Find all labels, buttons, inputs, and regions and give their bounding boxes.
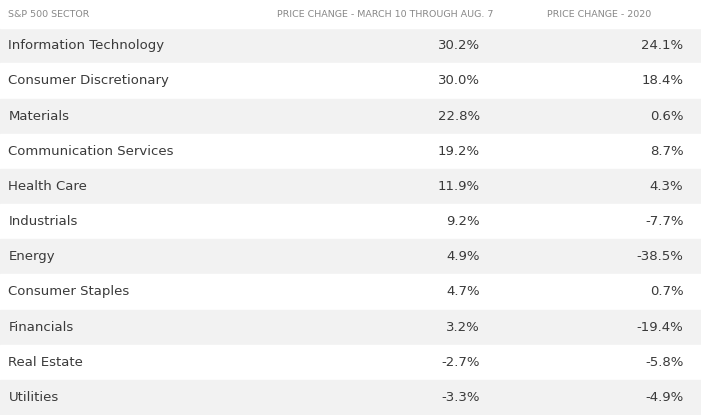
Text: Energy: Energy <box>8 250 55 263</box>
Text: 3.2%: 3.2% <box>447 321 480 334</box>
Bar <box>0 239 701 274</box>
Bar <box>0 28 701 63</box>
Text: -38.5%: -38.5% <box>637 250 683 263</box>
Bar <box>0 380 701 415</box>
Text: -7.7%: -7.7% <box>645 215 683 228</box>
Text: 9.2%: 9.2% <box>447 215 480 228</box>
Text: PRICE CHANGE - 2020: PRICE CHANGE - 2020 <box>547 10 651 19</box>
Bar <box>0 169 701 204</box>
Text: -4.9%: -4.9% <box>645 391 683 404</box>
Text: -3.3%: -3.3% <box>442 391 480 404</box>
Text: 22.8%: 22.8% <box>438 110 480 122</box>
Text: 11.9%: 11.9% <box>438 180 480 193</box>
Bar <box>0 98 701 134</box>
Text: Information Technology: Information Technology <box>8 39 165 52</box>
Text: -19.4%: -19.4% <box>637 321 683 334</box>
Text: Communication Services: Communication Services <box>8 145 174 158</box>
Text: S&P 500 SECTOR: S&P 500 SECTOR <box>8 10 90 19</box>
Text: -5.8%: -5.8% <box>645 356 683 369</box>
Text: PRICE CHANGE - MARCH 10 THROUGH AUG. 7: PRICE CHANGE - MARCH 10 THROUGH AUG. 7 <box>278 10 494 19</box>
Text: Consumer Discretionary: Consumer Discretionary <box>8 74 169 88</box>
Text: 30.2%: 30.2% <box>438 39 480 52</box>
Bar <box>0 345 701 380</box>
Text: 8.7%: 8.7% <box>650 145 683 158</box>
Text: 30.0%: 30.0% <box>438 74 480 88</box>
Text: 24.1%: 24.1% <box>641 39 683 52</box>
Text: -2.7%: -2.7% <box>442 356 480 369</box>
Text: Materials: Materials <box>8 110 69 122</box>
Bar <box>0 134 701 169</box>
Text: 0.7%: 0.7% <box>650 286 683 298</box>
Bar <box>0 0 701 28</box>
Bar <box>0 274 701 310</box>
Text: 0.6%: 0.6% <box>650 110 683 122</box>
Text: Real Estate: Real Estate <box>8 356 83 369</box>
Bar <box>0 310 701 345</box>
Text: 19.2%: 19.2% <box>438 145 480 158</box>
Bar <box>0 63 701 98</box>
Text: 4.9%: 4.9% <box>447 250 480 263</box>
Text: 4.7%: 4.7% <box>447 286 480 298</box>
Bar <box>0 204 701 239</box>
Text: Industrials: Industrials <box>8 215 78 228</box>
Text: 4.3%: 4.3% <box>650 180 683 193</box>
Text: 18.4%: 18.4% <box>641 74 683 88</box>
Text: Financials: Financials <box>8 321 74 334</box>
Text: Health Care: Health Care <box>8 180 88 193</box>
Text: Utilities: Utilities <box>8 391 59 404</box>
Text: Consumer Staples: Consumer Staples <box>8 286 130 298</box>
